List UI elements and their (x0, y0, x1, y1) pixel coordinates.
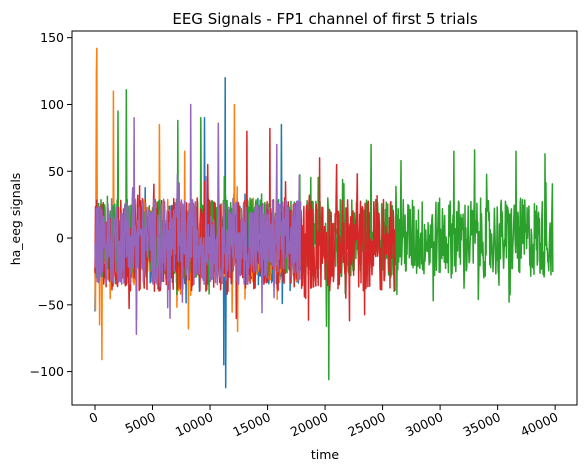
y-tick-label: 50 (48, 164, 64, 179)
y-tick-label: 150 (40, 30, 64, 45)
y-tick-label: 0 (56, 231, 64, 246)
y-tick-label: −100 (30, 364, 64, 379)
x-tick-label: 35000 (461, 409, 503, 439)
x-tick-label: 5000 (123, 409, 158, 436)
x-tick-label: 25000 (345, 409, 387, 439)
plot-lines (94, 47, 554, 389)
y-tick-label: −50 (38, 297, 64, 312)
x-axis: 0 5000 10000 15000 20000 25000 30000 35000 40000 (87, 405, 560, 440)
x-tick-label: 0 (87, 409, 101, 426)
chart-title: EEG Signals - FP1 channel of first 5 tri… (172, 10, 477, 28)
series-line-5 (94, 103, 302, 335)
x-tick-label: 30000 (403, 409, 445, 439)
x-tick-label: 40000 (518, 409, 560, 439)
y-axis: −100 −50 0 50 100 150 (30, 30, 72, 379)
x-tick-label: 20000 (288, 409, 330, 439)
x-tick-label: 10000 (173, 409, 215, 439)
y-tick-label: 100 (40, 97, 64, 112)
x-axis-label: time (311, 447, 340, 462)
x-tick-label: 15000 (230, 409, 272, 439)
y-axis-label: ha_eeg signals (8, 173, 23, 266)
axes-frame (71, 30, 578, 406)
